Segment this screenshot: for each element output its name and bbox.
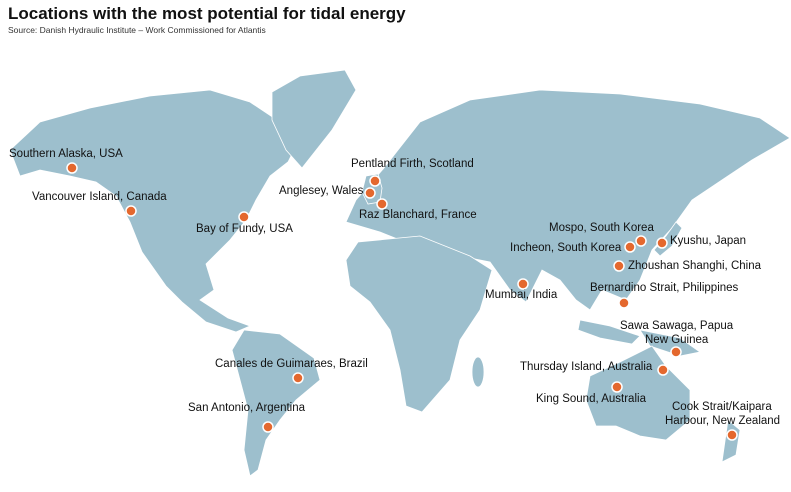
location-label: Southern Alaska, USA xyxy=(9,148,123,160)
location-marker xyxy=(292,372,304,384)
location-marker xyxy=(613,260,625,272)
location-label: Sawa Sawaga, Papua xyxy=(620,320,734,332)
indonesia xyxy=(577,319,701,357)
location-label: Vancouver Island, Canada xyxy=(32,191,167,203)
location-marker xyxy=(262,421,274,433)
location-marker xyxy=(369,175,381,187)
location-label: King Sound, Australia xyxy=(536,393,647,405)
madagascar xyxy=(471,356,485,388)
location-label: Incheon, South Korea xyxy=(510,242,622,254)
location-label: Bernardino Strait, Philippines xyxy=(590,282,739,294)
source: Source: Danish Hydraulic Institute – Wor… xyxy=(8,25,266,35)
location-marker xyxy=(657,364,669,376)
location-label: Kyushu, Japan xyxy=(670,235,746,247)
location-marker xyxy=(726,429,738,441)
location-marker xyxy=(238,211,250,223)
location-label: Cook Strait/Kaipara xyxy=(672,401,772,413)
africa xyxy=(345,235,493,413)
location-label: Mumbai, India xyxy=(485,289,558,301)
location-label: San Antonio, Argentina xyxy=(188,402,306,414)
location-marker xyxy=(611,381,623,393)
north-america xyxy=(9,89,299,333)
location-marker xyxy=(618,297,630,309)
location-marker xyxy=(624,241,636,253)
location-marker xyxy=(364,187,376,199)
location-label: Zhoushan Shanghi, China xyxy=(628,260,762,272)
location-label: Mospo, South Korea xyxy=(549,222,654,234)
location-marker xyxy=(376,198,388,210)
location-label: Canales de Guimaraes, Brazil xyxy=(215,358,368,370)
title: Locations with the most potential for ti… xyxy=(8,4,406,23)
location-label: Anglesey, Wales xyxy=(279,185,364,197)
location-marker xyxy=(66,162,78,174)
location-marker xyxy=(125,205,137,217)
location-label: Pentland Firth, Scotland xyxy=(351,158,474,170)
location-label: Raz Blanchard, France xyxy=(359,209,477,221)
greenland xyxy=(271,69,357,169)
location-label: Harbour, New Zealand xyxy=(665,415,780,427)
location-marker xyxy=(670,346,682,358)
location-label: Bay of Fundy, USA xyxy=(196,223,293,235)
location-marker xyxy=(635,235,647,247)
location-marker xyxy=(656,237,668,249)
location-marker xyxy=(517,278,529,290)
location-label: New Guinea xyxy=(645,334,709,346)
location-label: Thursday Island, Australia xyxy=(520,361,653,373)
south-america xyxy=(231,329,321,477)
